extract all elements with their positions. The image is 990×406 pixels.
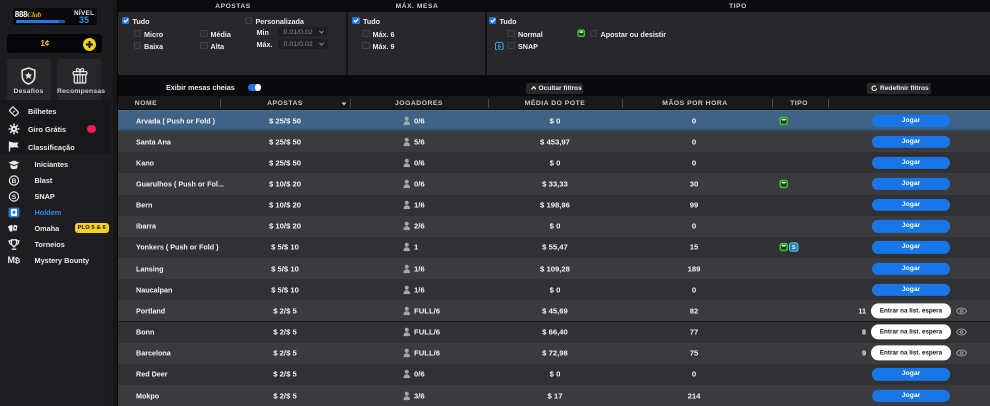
svg-text:S: S bbox=[792, 246, 796, 252]
svg-text:S: S bbox=[12, 194, 17, 201]
svg-text:S: S bbox=[497, 44, 501, 50]
svg-text:B: B bbox=[12, 178, 17, 185]
